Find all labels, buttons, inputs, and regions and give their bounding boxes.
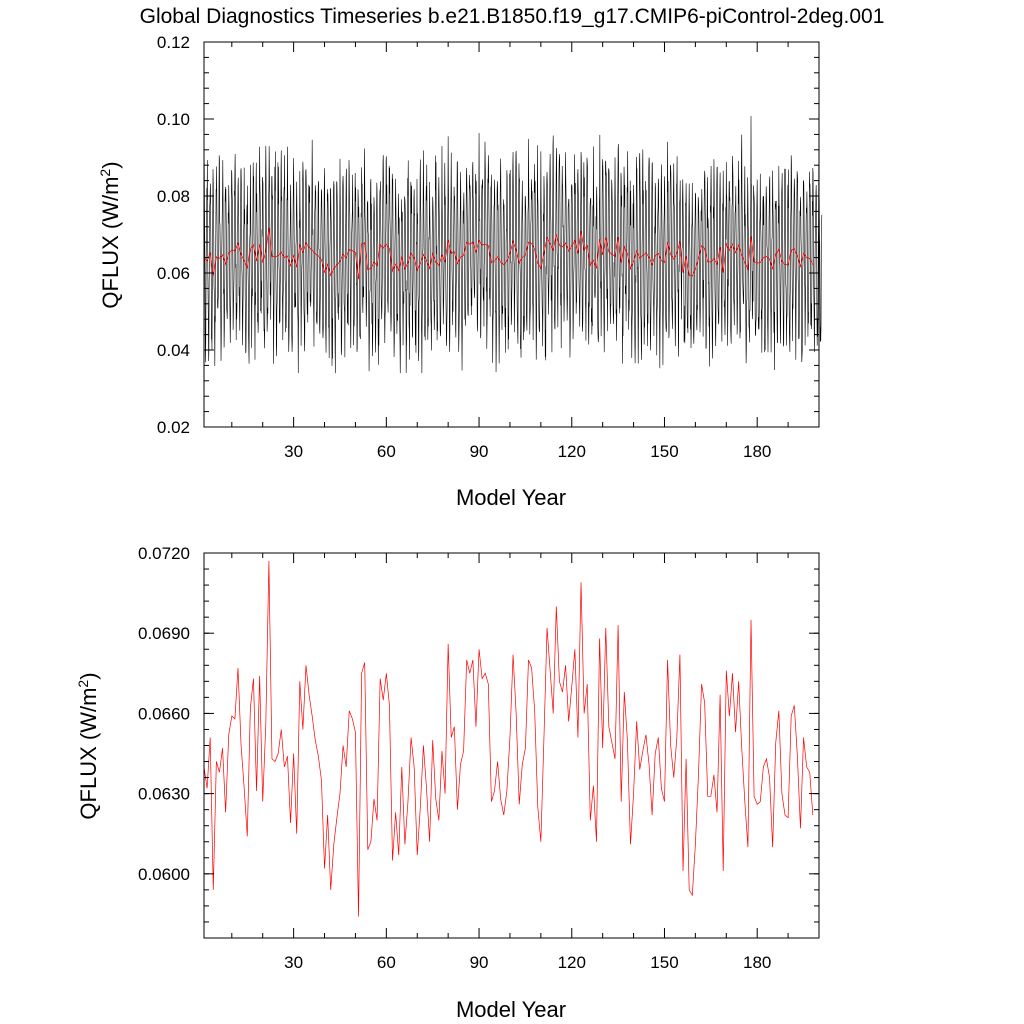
y-tick-label: 0.0690 xyxy=(138,624,190,643)
x-tick-label: 30 xyxy=(284,953,303,972)
y-tick-label: 0.08 xyxy=(157,187,190,206)
panel-monthly-frame xyxy=(203,41,820,428)
panel-monthly-xlabel: Model Year xyxy=(456,485,566,510)
y-tick-label: 0.0660 xyxy=(138,704,190,723)
x-tick-label: 120 xyxy=(558,953,586,972)
y-tick-label: 0.0720 xyxy=(138,544,190,563)
series-monthly-line xyxy=(203,116,823,374)
y-tick-label: 0.0600 xyxy=(138,865,190,884)
panel-annual-series xyxy=(203,561,814,917)
panel-annual-frame xyxy=(203,552,820,939)
panel-monthly-ylabel: QFLUX (W/m2) xyxy=(97,161,123,308)
y-tick-label: 0.06 xyxy=(157,264,190,283)
y-tick-label: 0.02 xyxy=(157,418,190,437)
figure-title: Global Diagnostics Timeseries b.e21.B185… xyxy=(140,5,885,28)
x-tick-label: 120 xyxy=(558,442,586,461)
panel-annual: 30 60 90 120 150 180 0.0600 0.0630 0.0660 0.0690 0… xyxy=(75,544,820,1022)
x-tick-label: 150 xyxy=(650,442,678,461)
panel-annual-xlabel: Model Year xyxy=(456,997,566,1022)
y-tick-label: 0.04 xyxy=(157,341,190,360)
x-tick-label: 60 xyxy=(377,442,396,461)
x-tick-label: 90 xyxy=(470,953,489,972)
series-annual-line xyxy=(203,227,814,280)
y-tick-label: 0.0630 xyxy=(138,785,190,804)
x-tick-label: 150 xyxy=(650,953,678,972)
y-tick-label: 0.12 xyxy=(157,33,190,52)
x-tick-label: 60 xyxy=(377,953,396,972)
panel-annual-ylabel: QFLUX (W/m2) xyxy=(75,672,101,819)
panel-monthly-series xyxy=(203,116,823,374)
x-tick-label: 180 xyxy=(743,953,771,972)
y-tick-label: 0.10 xyxy=(157,110,190,129)
x-tick-label: 180 xyxy=(743,442,771,461)
series-annual-line xyxy=(203,561,814,917)
panel-annual-ticks: 30 60 90 120 150 180 0.0600 0.0630 0.0660 0.0690 0… xyxy=(138,544,819,972)
panel-monthly: 30 60 90 120 150 1800.020.040.060.080.100.12 … xyxy=(97,33,823,510)
x-tick-label: 90 xyxy=(470,442,489,461)
panel-monthly-ticks: 30 60 90 120 150 180 0.02 0.04 0.06 0.08 0.10 0.12 xyxy=(157,33,819,461)
x-tick-label: 30 xyxy=(284,442,303,461)
